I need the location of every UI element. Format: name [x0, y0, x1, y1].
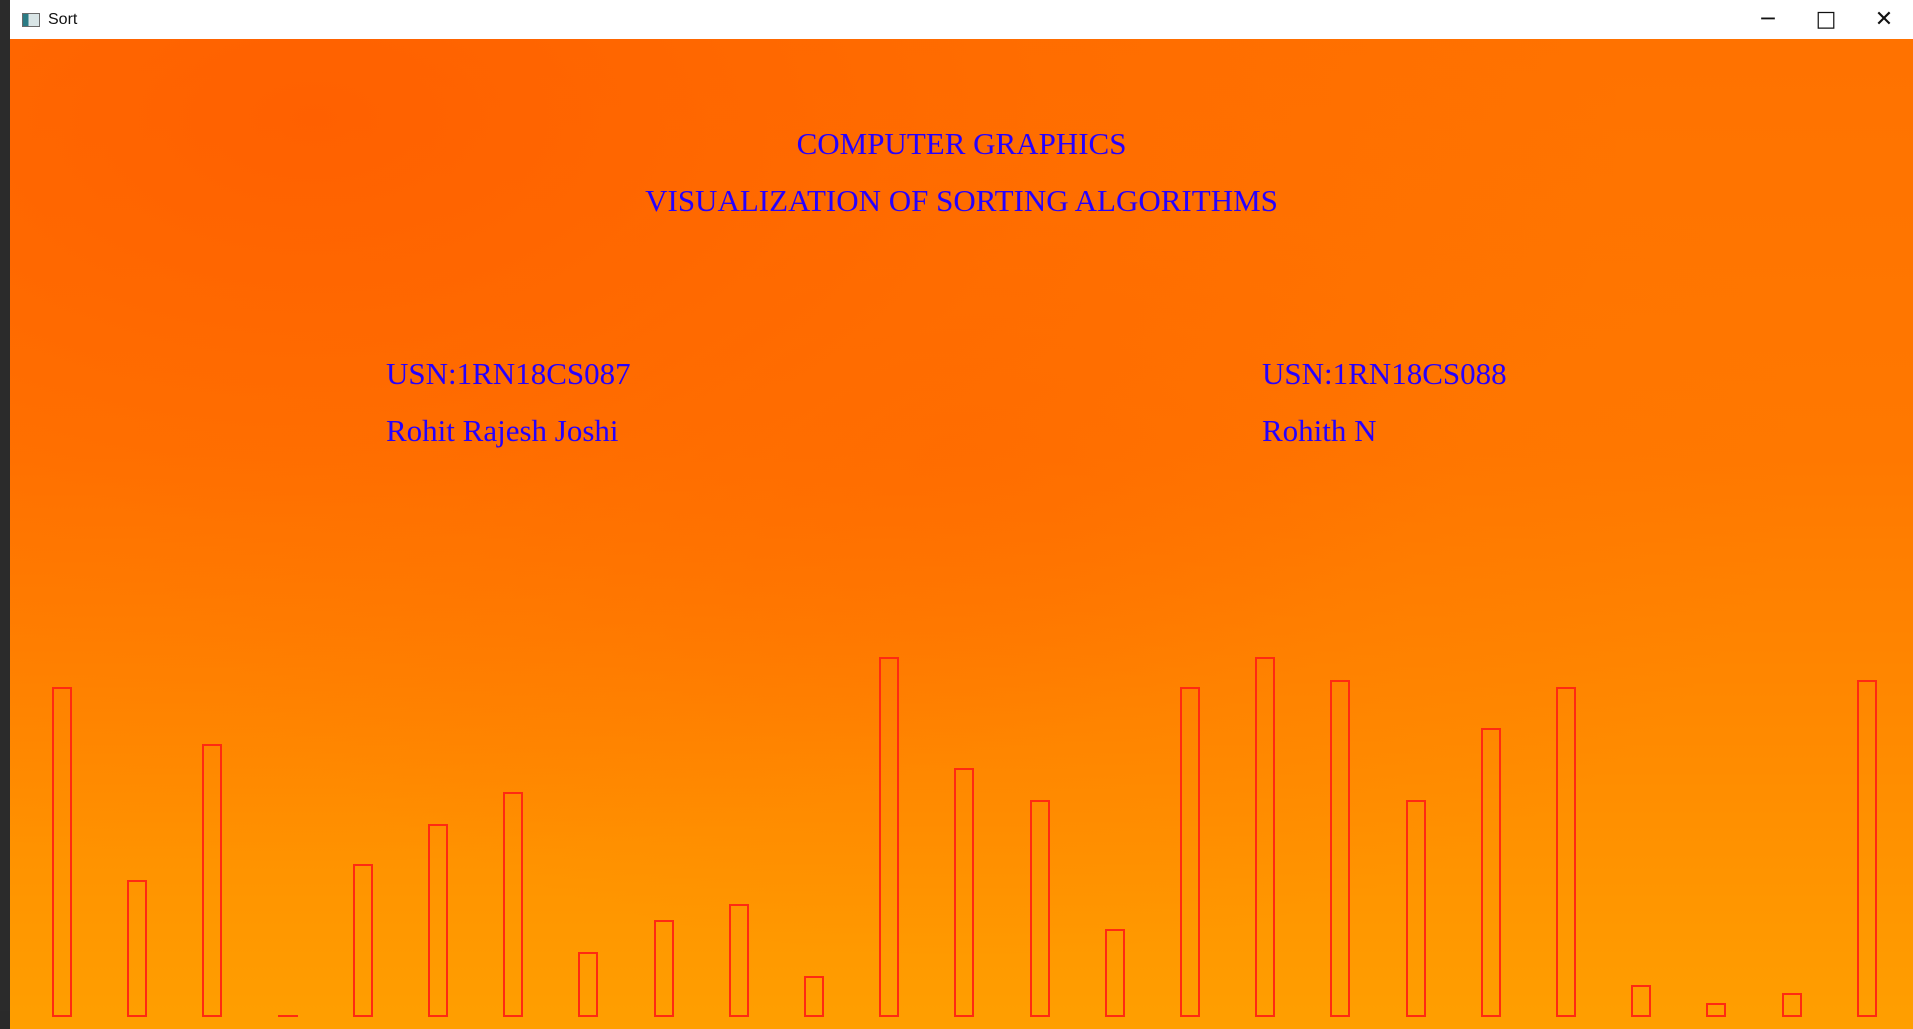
sort-bar: [428, 824, 448, 1017]
sort-bar: [879, 657, 900, 1017]
sort-bar: [1104, 929, 1125, 1017]
maximize-icon: □: [1815, 6, 1837, 32]
sort-bar: [352, 864, 373, 1017]
sort-bar: [1330, 680, 1351, 1017]
close-icon: ✕: [1874, 6, 1894, 32]
sort-bar: [578, 952, 599, 1017]
application-window-icon: [22, 12, 40, 27]
sort-bar: [1180, 687, 1200, 1017]
sort-bar: [1631, 985, 1652, 1017]
student-card-left: USN:1RN18CS087 Rohit Rajesh Joshi: [386, 356, 631, 449]
sort-bar: [728, 904, 749, 1017]
maximize-button[interactable]: □: [1797, 0, 1855, 39]
project-title: VISUALIZATION OF SORTING ALGORITHMS: [645, 183, 1278, 218]
student-usn: USN:1RN18CS088: [1262, 356, 1507, 391]
sort-bar: [277, 1015, 298, 1017]
sort-bar: [1856, 680, 1877, 1017]
sort-bar: [202, 744, 223, 1017]
desktop-corner: [0, 1011, 10, 1029]
close-button[interactable]: ✕: [1855, 0, 1913, 39]
sort-bar: [1255, 657, 1276, 1017]
sort-bar: [1029, 800, 1050, 1017]
student-name: Rohit Rajesh Joshi: [386, 413, 619, 448]
student-card-right: USN:1RN18CS088 Rohith N: [1262, 356, 1507, 449]
student-usn: USN:1RN18CS087: [386, 356, 631, 391]
sort-bar: [653, 920, 674, 1017]
course-heading: COMPUTER GRAPHICS: [796, 126, 1127, 161]
minimize-button[interactable]: ─: [1739, 0, 1797, 39]
sort-bar: [127, 880, 148, 1017]
sort-window: Sort ─ □ ✕ COMPUTER GRAPHICS VISUALIZATI…: [10, 0, 1913, 1029]
sort-bar: [1405, 800, 1426, 1017]
sort-bar: [1781, 993, 1802, 1017]
sort-bar: [1556, 687, 1576, 1017]
sort-bar: [954, 768, 975, 1017]
window-title: Sort: [48, 10, 78, 28]
sort-bar: [503, 792, 524, 1017]
sort-bar: [804, 976, 824, 1017]
sort-bar: [1706, 1003, 1727, 1017]
sorting-canvas: COMPUTER GRAPHICS VISUALIZATION OF SORTI…: [10, 39, 1913, 1029]
minimize-icon: ─: [1761, 6, 1775, 32]
window-titlebar[interactable]: Sort ─ □ ✕: [10, 0, 1913, 40]
sort-bar: [1480, 728, 1501, 1017]
desktop-edge: [0, 0, 10, 1029]
student-name: Rohith N: [1262, 413, 1377, 448]
window-controls: ─ □ ✕: [1739, 0, 1913, 39]
sort-bar: [52, 687, 72, 1017]
